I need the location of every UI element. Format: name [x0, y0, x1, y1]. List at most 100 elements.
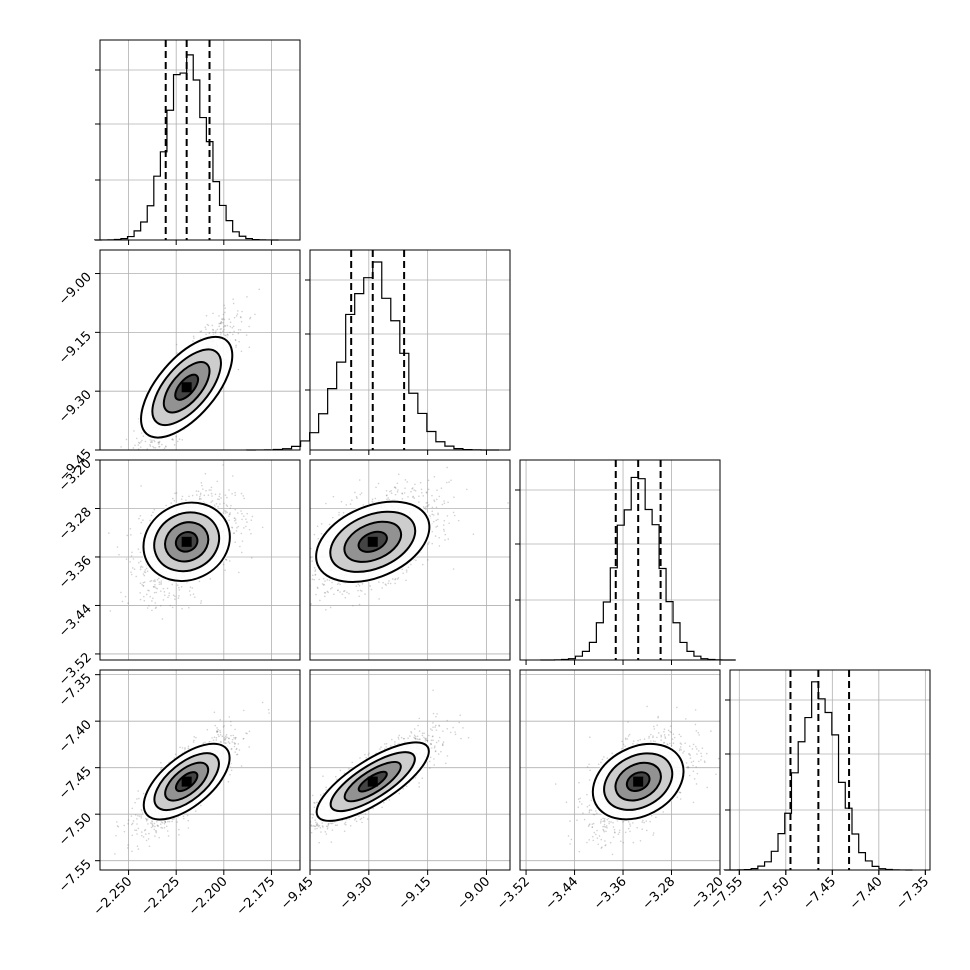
scatter-point — [198, 498, 201, 501]
scatter-point — [117, 460, 119, 462]
scatter-point — [443, 519, 446, 522]
scatter-point — [232, 532, 235, 535]
scatter-point — [438, 536, 440, 539]
scatter-point — [139, 598, 142, 601]
scatter-point — [224, 311, 226, 314]
scatter-point — [154, 446, 157, 449]
scatter-point — [236, 753, 238, 756]
scatter-point — [108, 532, 110, 534]
scatter-point — [306, 592, 308, 594]
scatter-point — [139, 560, 142, 563]
scatter-point — [410, 563, 412, 566]
scatter-point — [205, 333, 207, 336]
scatter-point — [154, 579, 156, 581]
scatter-point — [189, 594, 192, 596]
scatter-point — [371, 500, 374, 503]
scatter-point — [233, 519, 236, 522]
scatter-point — [223, 724, 225, 727]
scatter-point — [199, 495, 201, 498]
scatter-point — [148, 589, 150, 592]
scatter-point — [321, 583, 324, 585]
scatter-point — [357, 583, 360, 585]
scatter-point — [431, 513, 434, 516]
scatter-point — [228, 737, 230, 739]
scatter-point — [224, 512, 227, 514]
scatter-point — [236, 512, 239, 514]
scatter-point — [214, 493, 217, 496]
scatter-point — [221, 735, 224, 738]
scatter-point — [157, 441, 159, 444]
scatter-point — [235, 522, 237, 524]
scatter-point — [168, 594, 170, 597]
scatter-point — [146, 570, 149, 572]
scatter-point — [151, 609, 153, 612]
scatter-point — [359, 589, 362, 592]
scatter-point — [431, 542, 434, 545]
scatter-point — [125, 472, 127, 474]
scatter-point — [240, 350, 243, 353]
scatter-point — [171, 606, 174, 609]
scatter-point — [229, 512, 231, 514]
scatter-point — [447, 501, 449, 504]
scatter-point — [422, 495, 424, 497]
scatter-point — [155, 831, 158, 834]
scatter-point — [232, 298, 234, 301]
scatter-point — [405, 569, 408, 571]
scatter-point — [129, 473, 131, 475]
scatter-point — [135, 829, 138, 832]
scatter-point — [427, 543, 430, 545]
scatter-point — [225, 558, 227, 561]
scatter-point — [324, 592, 327, 594]
scatter-point — [161, 443, 163, 446]
scatter-point — [211, 737, 213, 739]
scatter-point — [212, 331, 214, 334]
scatter-point — [194, 810, 197, 812]
scatter-point — [316, 586, 319, 589]
scatter-point — [237, 332, 240, 335]
scatter-point — [173, 499, 176, 502]
scatter-point — [139, 450, 141, 452]
scatter-point — [173, 469, 175, 471]
scatter-point — [239, 545, 241, 548]
scatter-point — [331, 581, 333, 584]
scatter-point — [193, 337, 195, 339]
scatter-point — [152, 511, 154, 514]
scatter-point — [165, 825, 168, 828]
scatter-point — [241, 540, 244, 542]
scatter-point — [220, 497, 222, 499]
scatter-point — [189, 586, 192, 588]
scatter-point — [142, 836, 145, 838]
scatter-point — [358, 603, 361, 606]
scatter-point — [229, 507, 231, 510]
scatter-point — [154, 580, 156, 583]
scatter-point — [310, 603, 312, 605]
scatter-point — [149, 595, 151, 598]
scatter-point — [427, 479, 430, 482]
scatter-point — [296, 614, 298, 616]
scatter-point — [224, 735, 227, 738]
scatter-point — [249, 317, 251, 320]
scatter-point — [146, 448, 149, 450]
scatter-point — [250, 519, 253, 521]
scatter-point — [445, 481, 448, 484]
scatter-point — [413, 497, 416, 499]
scatter-point — [229, 331, 231, 334]
scatter-point — [129, 561, 131, 563]
scatter-point — [170, 502, 173, 504]
scatter-point — [117, 825, 120, 828]
scatter-point — [208, 489, 211, 491]
scatter-point — [220, 328, 223, 330]
scatter-point — [360, 492, 363, 494]
scatter-point — [453, 514, 456, 517]
scatter-point — [240, 510, 242, 512]
scatter-point — [154, 453, 156, 455]
scatter-point — [331, 586, 333, 589]
scatter-point — [191, 587, 194, 589]
scatter-point — [142, 585, 145, 587]
scatter-point — [369, 585, 372, 587]
scatter-point — [188, 606, 190, 609]
scatter-point — [374, 497, 377, 500]
scatter-point — [313, 533, 316, 536]
scatter-point — [437, 518, 439, 521]
panel-frame — [519, 459, 721, 661]
